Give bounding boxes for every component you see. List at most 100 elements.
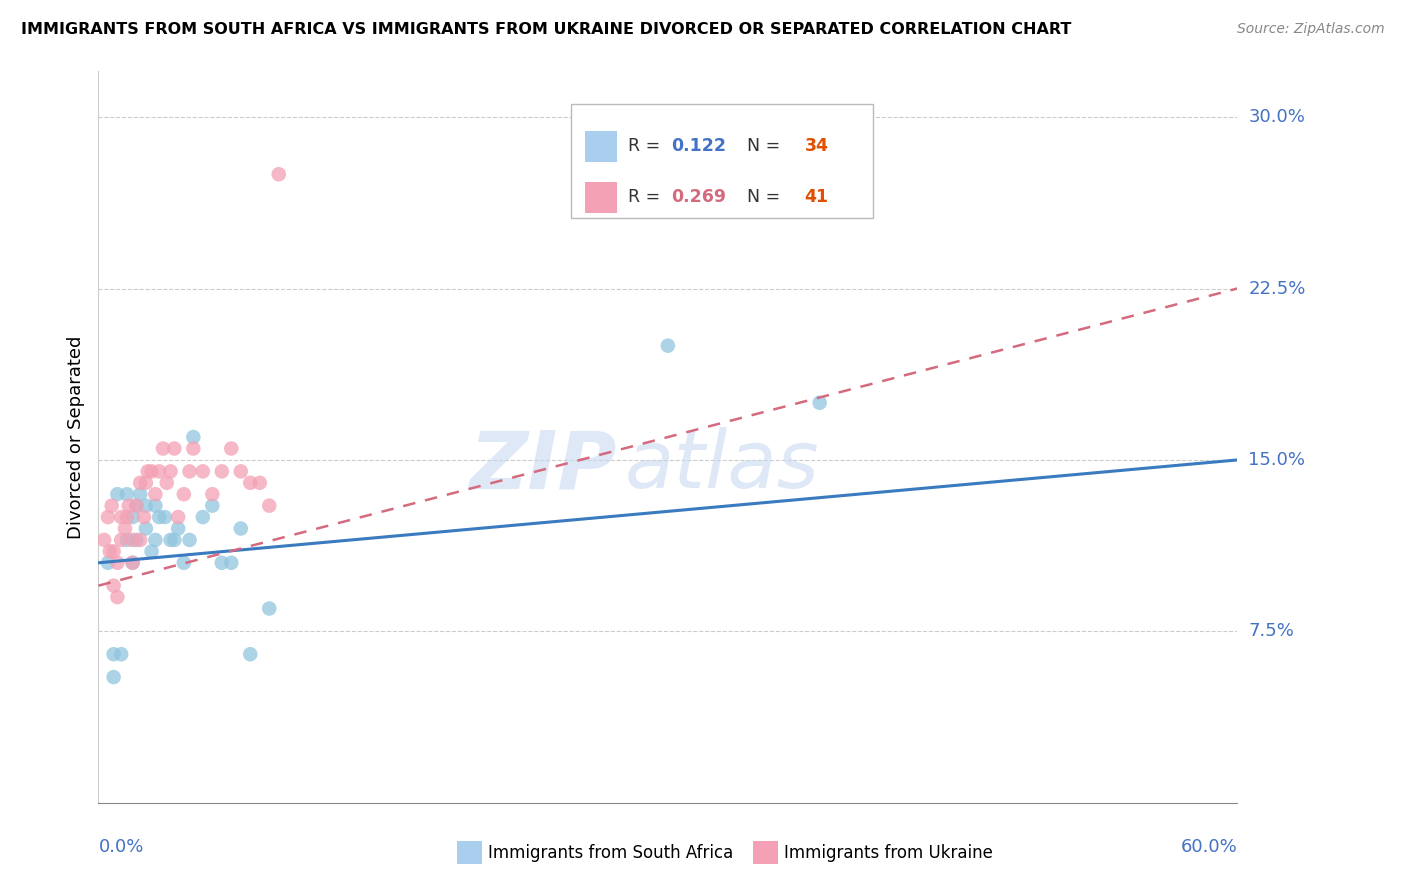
Text: 60.0%: 60.0% [1181, 838, 1237, 855]
Text: 0.122: 0.122 [671, 137, 727, 155]
Point [211, 556, 233, 570]
Text: IMMIGRANTS FROM SOUTH AFRICA VS IMMIGRANTS FROM UKRAINE DIVORCED OR SEPARATED CO: IMMIGRANTS FROM SOUTH AFRICA VS IMMIGRAN… [21, 22, 1071, 37]
Point [173, 487, 195, 501]
Point [167, 521, 190, 535]
Point [201, 499, 224, 513]
Point [125, 499, 148, 513]
Text: N =: N = [737, 188, 786, 206]
Point [657, 338, 679, 352]
Point [115, 487, 138, 501]
Point [153, 510, 176, 524]
Text: Immigrants from Ukraine: Immigrants from Ukraine [785, 844, 993, 862]
Point [141, 544, 163, 558]
Point [173, 556, 195, 570]
Text: 15.0%: 15.0% [1249, 451, 1305, 469]
Point [107, 590, 129, 604]
Point [115, 510, 138, 524]
Point [93, 533, 115, 547]
Point [107, 556, 129, 570]
Point [107, 487, 129, 501]
Point [249, 475, 271, 490]
Point [183, 430, 205, 444]
Text: 7.5%: 7.5% [1249, 623, 1295, 640]
Point [145, 533, 167, 547]
Point [259, 601, 281, 615]
Point [163, 442, 186, 456]
Point [211, 464, 233, 478]
Bar [571, 104, 873, 218]
Point [148, 510, 170, 524]
Point [98, 544, 121, 558]
Point [121, 510, 143, 524]
Bar [585, 131, 617, 161]
Point [156, 475, 179, 490]
Point [239, 475, 262, 490]
Point [808, 396, 831, 410]
Point [135, 499, 157, 513]
Text: R =: R = [628, 188, 665, 206]
Point [97, 556, 120, 570]
Point [132, 510, 155, 524]
Y-axis label: Divorced or Separated: Divorced or Separated [66, 335, 84, 539]
Text: R =: R = [628, 137, 665, 155]
Point [115, 533, 138, 547]
Text: 34: 34 [804, 137, 828, 155]
Point [118, 499, 141, 513]
Point [125, 499, 148, 513]
Point [135, 521, 157, 535]
Point [129, 487, 152, 501]
Point [129, 533, 152, 547]
Point [103, 647, 125, 661]
Point [179, 464, 201, 478]
Point [121, 556, 143, 570]
Point [121, 533, 143, 547]
Point [103, 544, 125, 558]
Point [97, 510, 120, 524]
Point [148, 464, 170, 478]
Text: 30.0%: 30.0% [1249, 108, 1305, 126]
Text: Immigrants from South Africa: Immigrants from South Africa [488, 844, 733, 862]
Point [163, 533, 186, 547]
Point [221, 556, 243, 570]
Text: 0.269: 0.269 [671, 188, 727, 206]
Point [110, 533, 132, 547]
Point [239, 647, 262, 661]
Bar [754, 841, 779, 864]
Text: ZIP: ZIP [470, 427, 617, 506]
Bar [457, 841, 482, 864]
Point [201, 487, 224, 501]
Point [259, 499, 281, 513]
Text: atlas: atlas [624, 427, 820, 506]
Point [167, 510, 190, 524]
Point [191, 464, 214, 478]
Point [103, 670, 125, 684]
Point [191, 510, 214, 524]
Point [179, 533, 201, 547]
Text: 41: 41 [804, 188, 828, 206]
Point [229, 521, 252, 535]
Text: 22.5%: 22.5% [1249, 279, 1306, 298]
Point [121, 556, 143, 570]
Point [159, 533, 181, 547]
Point [129, 475, 152, 490]
Point [267, 167, 290, 181]
Point [145, 499, 167, 513]
Point [183, 442, 205, 456]
Point [100, 499, 122, 513]
Point [103, 579, 125, 593]
Point [141, 464, 163, 478]
Point [152, 442, 174, 456]
Text: Source: ZipAtlas.com: Source: ZipAtlas.com [1237, 22, 1385, 37]
Point [135, 475, 157, 490]
Point [114, 521, 136, 535]
Bar [585, 182, 617, 212]
Point [110, 510, 132, 524]
Point [125, 533, 148, 547]
Point [136, 464, 159, 478]
Point [221, 442, 243, 456]
Point [159, 464, 181, 478]
Point [229, 464, 252, 478]
Point [110, 647, 132, 661]
Text: 0.0%: 0.0% [98, 838, 143, 855]
Point [145, 487, 167, 501]
